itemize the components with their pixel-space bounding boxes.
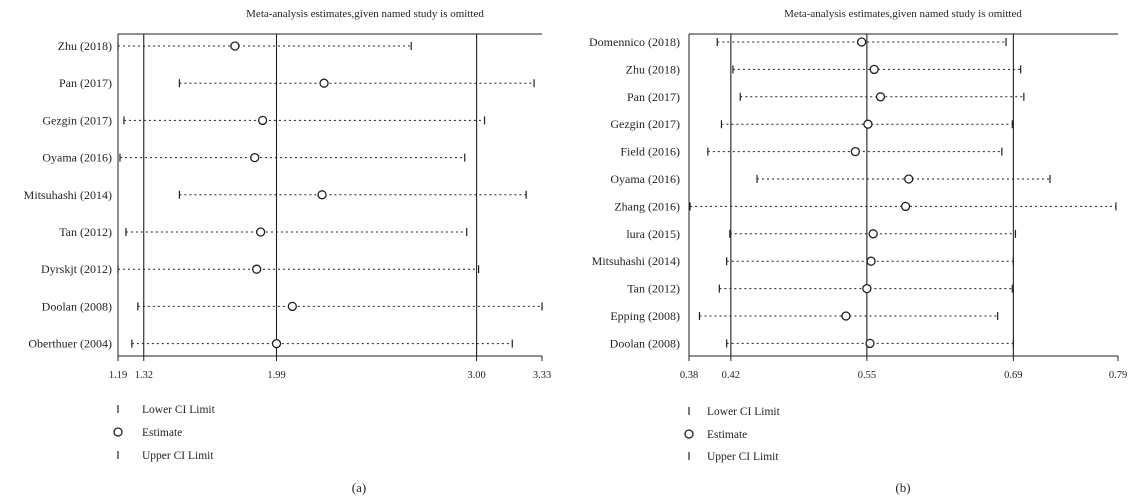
x-tick-label: 1.32 xyxy=(135,370,153,381)
estimate-point xyxy=(856,37,867,47)
study-label: Epping (2008) xyxy=(610,309,680,323)
panel-label: (b) xyxy=(895,480,910,495)
x-tick-label: 0.55 xyxy=(858,370,876,381)
estimate-point xyxy=(875,92,886,102)
legend: Lower CI Limit Estimate Upper CI Limit xyxy=(684,406,781,463)
study-row: Mitsuhashi (2014) xyxy=(24,188,527,202)
estimate-point xyxy=(257,115,268,126)
study-label: Tan (2012) xyxy=(59,225,112,239)
estimate-point xyxy=(850,146,861,157)
legend-label: Estimate xyxy=(142,427,182,439)
study-label: Mitsuhashi (2014) xyxy=(24,188,112,202)
study-row: Mitsuhashi (2014) xyxy=(592,254,1014,268)
study-row: Pan (2017) xyxy=(59,76,535,90)
panel-label: (a) xyxy=(352,480,366,495)
study-row: Tan (2012) xyxy=(59,225,468,239)
estimate-point xyxy=(868,229,878,239)
study-row: Gezgin (2017) xyxy=(42,113,486,127)
x-tick-label: 0.79 xyxy=(1109,370,1127,381)
study-label: Oyama (2016) xyxy=(42,151,112,165)
estimate-point xyxy=(271,338,282,349)
study-label: Zhu (2018) xyxy=(58,39,112,53)
estimate-point xyxy=(230,41,240,51)
study-row: Epping (2008) xyxy=(610,309,999,323)
forest-plot-b: Meta-analysis estimates,given named stud… xyxy=(589,8,1127,495)
estimate-point xyxy=(865,338,875,349)
estimate-point xyxy=(256,227,266,237)
study-row: Oberthuer (2004) xyxy=(28,337,513,351)
study-label: Zhu (2018) xyxy=(626,62,680,76)
x-tick-label: 0.38 xyxy=(680,370,698,381)
study-row: Oyama (2016) xyxy=(610,172,1051,186)
study-label: Dyrskjt (2012) xyxy=(41,262,112,276)
forest-plot-a: Meta-analysis estimates,given named stud… xyxy=(24,8,552,495)
study-label: Oyama (2016) xyxy=(610,172,680,186)
study-label: Tan (2012) xyxy=(627,282,680,296)
study-label: Gezgin (2017) xyxy=(42,113,112,127)
study-row: Dyrskjt (2012) xyxy=(41,262,480,276)
estimate-point xyxy=(904,174,914,184)
study-row: Doolan (2008) xyxy=(42,299,543,313)
study-label: Gezgin (2017) xyxy=(610,117,680,131)
estimate-point xyxy=(900,201,911,212)
chart-title: Meta-analysis estimates,given named stud… xyxy=(784,8,1022,20)
x-tick-label: 0.69 xyxy=(1004,370,1022,381)
estimate-point xyxy=(869,64,879,75)
study-label: Doolan (2008) xyxy=(610,336,680,350)
study-label: Doolan (2008) xyxy=(42,299,112,313)
legend-estimate-symbol xyxy=(684,429,694,439)
estimate-point xyxy=(252,264,262,274)
x-tick-label: 3.00 xyxy=(467,370,485,381)
study-row: lura (2015) xyxy=(626,227,1017,241)
legend-label: Lower CI Limit xyxy=(142,404,216,416)
study-label: Zhang (2016) xyxy=(614,199,680,213)
estimate-point xyxy=(841,311,851,321)
x-tick-label: 1.19 xyxy=(109,370,127,381)
study-row: Oyama (2016) xyxy=(42,151,466,165)
chart-title: Meta-analysis estimates,given named stud… xyxy=(246,8,484,20)
estimate-point xyxy=(862,283,872,294)
estimate-point xyxy=(287,301,298,312)
legend-label: Estimate xyxy=(707,429,747,441)
study-row: Zhang (2016) xyxy=(614,199,1117,213)
study-row: Pan (2017) xyxy=(627,90,1025,104)
legend: Lower CI Limit Estimate Upper CI Limit xyxy=(113,404,216,462)
study-label: Pan (2017) xyxy=(627,90,680,104)
study-row: Field (2016) xyxy=(620,145,1003,159)
estimate-point xyxy=(317,190,327,200)
study-label: Field (2016) xyxy=(620,145,680,159)
estimate-point xyxy=(863,119,873,129)
study-label: Mitsuhashi (2014) xyxy=(592,254,680,268)
x-tick-label: 3.33 xyxy=(533,370,551,381)
x-tick-label: 1.99 xyxy=(267,370,285,381)
study-label: Domennico (2018) xyxy=(589,35,680,49)
estimate-point xyxy=(866,256,876,266)
study-row: Zhu (2018) xyxy=(626,62,1022,76)
x-tick-label: 0.42 xyxy=(722,370,740,381)
study-row: Doolan (2008) xyxy=(610,336,1014,350)
estimate-point xyxy=(250,152,260,163)
estimate-point xyxy=(319,78,329,88)
study-label: Pan (2017) xyxy=(59,76,112,90)
study-label: lura (2015) xyxy=(626,227,680,241)
study-label: Oberthuer (2004) xyxy=(28,337,112,351)
study-row: Tan (2012) xyxy=(627,282,1013,296)
legend-label: Upper CI Limit xyxy=(142,450,214,462)
study-row: Zhu (2018) xyxy=(58,39,412,53)
legend-label: Upper CI Limit xyxy=(707,451,779,463)
legend-label: Lower CI Limit xyxy=(707,406,781,418)
study-row: Gezgin (2017) xyxy=(610,117,1013,131)
study-row: Domennico (2018) xyxy=(589,35,1007,49)
legend-estimate-symbol xyxy=(113,427,123,437)
